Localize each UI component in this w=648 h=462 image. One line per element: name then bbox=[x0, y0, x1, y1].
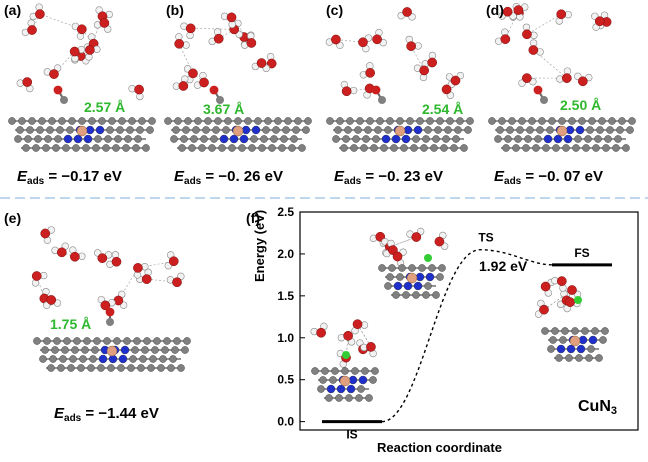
chart-ylabel: Energy (eV) bbox=[252, 209, 267, 282]
co-molecule-c bbox=[371, 85, 386, 104]
inset-slab-ts bbox=[378, 264, 446, 299]
y-tick-label: 2.5 bbox=[277, 205, 294, 219]
chlorine-atom-ts bbox=[424, 254, 432, 262]
chlorine-atom-is bbox=[342, 351, 350, 359]
cun3-slab-d bbox=[488, 117, 636, 152]
chart-frame bbox=[299, 211, 639, 431]
cun3-slab-c bbox=[326, 117, 474, 152]
panel-label-e: (e) bbox=[4, 210, 22, 226]
co-molecule-d bbox=[533, 85, 548, 104]
panel-label-a: (a) bbox=[4, 2, 22, 18]
eads-label-b: Eads = −0. 26 eV bbox=[174, 168, 283, 187]
eads-label-d: Eads = −0. 07 eV bbox=[494, 168, 603, 187]
state-label-ts: TS bbox=[478, 231, 493, 245]
panel-label-c: (c) bbox=[326, 2, 344, 18]
co-molecule-e bbox=[105, 307, 115, 326]
panel-label-f: (f) bbox=[246, 210, 260, 226]
co-molecule-b bbox=[209, 85, 224, 104]
y-tick-label: 0.5 bbox=[277, 373, 294, 387]
co-molecule-a bbox=[53, 85, 68, 104]
state-label-fs: FS bbox=[574, 246, 589, 260]
water-cluster-a bbox=[16, 3, 144, 101]
y-tick-label: 1.0 bbox=[277, 331, 294, 345]
cun3-slab-a bbox=[8, 117, 156, 152]
inset-water-ts bbox=[369, 227, 449, 267]
inset-slab-fs bbox=[541, 327, 609, 362]
distance-label-d: 2.50 Å bbox=[560, 97, 602, 113]
distance-label-b: 3.67 Å bbox=[203, 101, 245, 117]
water-cluster-e bbox=[31, 226, 185, 311]
panel-label-d: (d) bbox=[486, 2, 504, 18]
y-tick-label: 1.5 bbox=[277, 289, 294, 303]
chlorine-atom-fs bbox=[574, 296, 582, 304]
eads-label-e: Eads = −1.44 eV bbox=[54, 405, 159, 424]
inset-water-fs bbox=[534, 276, 582, 318]
cun3-slab-e bbox=[33, 337, 191, 372]
system-label: CuN3 bbox=[578, 398, 618, 417]
water-cluster-c bbox=[325, 7, 465, 99]
reaction-path bbox=[381, 249, 553, 423]
distance-label-c: 2.54 Å bbox=[422, 101, 464, 117]
eads-label-c: Eads = −0. 23 eV bbox=[334, 168, 443, 187]
y-tick-label: 2.0 bbox=[277, 247, 294, 261]
water-cluster-b bbox=[172, 12, 277, 91]
chart-xlabel: Reaction coordinate bbox=[377, 440, 502, 455]
inset-slab-is bbox=[311, 367, 379, 402]
barrier-label: 1.92 eV bbox=[479, 258, 528, 274]
distance-label-e: 1.75 Å bbox=[50, 316, 92, 332]
water-cluster-d bbox=[494, 2, 612, 87]
y-tick-label: 0.0 bbox=[277, 415, 294, 429]
eads-label-a: Eads = −0.17 eV bbox=[17, 168, 122, 187]
cun3-slab-b bbox=[164, 117, 312, 152]
panel-label-b: (b) bbox=[166, 2, 184, 18]
inset-water-is bbox=[310, 319, 377, 368]
state-label-is: IS bbox=[346, 428, 357, 442]
distance-label-a: 2.57 Å bbox=[84, 99, 126, 115]
